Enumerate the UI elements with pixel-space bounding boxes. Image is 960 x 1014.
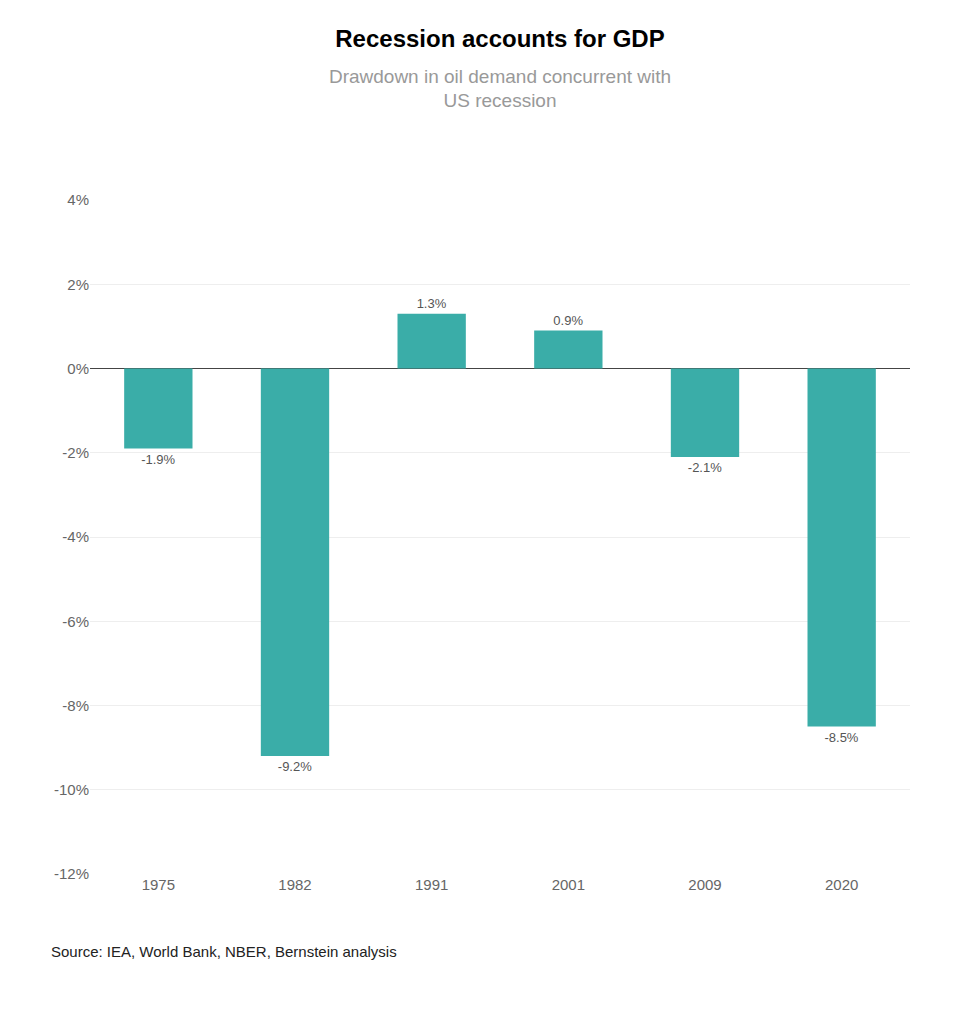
svg-text:2009: 2009	[688, 876, 721, 893]
svg-text:Recession accounts for GDP: Recession accounts for GDP	[335, 25, 664, 52]
svg-text:1982: 1982	[278, 876, 311, 893]
svg-text:-8.5%: -8.5%	[824, 730, 858, 745]
svg-text:0%: 0%	[67, 360, 89, 377]
svg-text:4%: 4%	[67, 191, 89, 208]
svg-text:0.9%: 0.9%	[553, 313, 583, 328]
svg-text:-1.9%: -1.9%	[141, 452, 175, 467]
svg-text:1.3%: 1.3%	[417, 296, 447, 311]
svg-text:1975: 1975	[142, 876, 175, 893]
svg-text:2%: 2%	[67, 276, 89, 293]
svg-text:-2.1%: -2.1%	[688, 460, 722, 475]
svg-text:1991: 1991	[415, 876, 448, 893]
svg-text:Source: IEA, World Bank, NBER,: Source: IEA, World Bank, NBER, Bernstein…	[51, 943, 397, 960]
svg-text:-9.2%: -9.2%	[278, 759, 312, 774]
svg-text:2001: 2001	[552, 876, 585, 893]
svg-text:-8%: -8%	[62, 697, 89, 714]
svg-text:-6%: -6%	[62, 613, 89, 630]
svg-text:-10%: -10%	[54, 781, 89, 798]
svg-text:-12%: -12%	[54, 865, 89, 882]
svg-text:-4%: -4%	[62, 528, 89, 545]
svg-text:-2%: -2%	[62, 444, 89, 461]
svg-text:2020: 2020	[825, 876, 858, 893]
svg-text:Drawdown in oil demand concurr: Drawdown in oil demand concurrent withUS…	[329, 66, 671, 112]
